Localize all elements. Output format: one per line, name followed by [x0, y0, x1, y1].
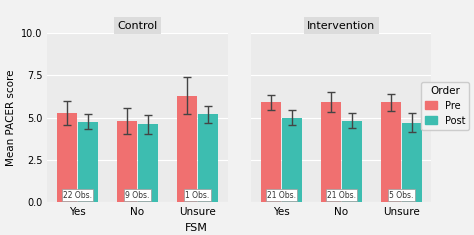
Bar [402, 123, 422, 202]
Legend: Pre, Post: Pre, Post [421, 82, 469, 129]
Bar [138, 124, 158, 202]
Bar [198, 114, 218, 202]
Bar [117, 121, 137, 202]
Y-axis label: Mean PACER score: Mean PACER score [6, 69, 16, 166]
Bar [261, 102, 281, 202]
Text: 21 Obs.: 21 Obs. [267, 191, 296, 200]
Text: 1 Obs.: 1 Obs. [185, 191, 210, 200]
Bar [282, 118, 301, 202]
Bar [177, 95, 197, 202]
Bar [342, 121, 362, 202]
Text: 22 Obs.: 22 Obs. [63, 191, 92, 200]
Text: FSM: FSM [185, 223, 208, 233]
Text: 9 Obs.: 9 Obs. [125, 191, 150, 200]
Text: 5 Obs.: 5 Obs. [389, 191, 413, 200]
Bar [321, 102, 341, 202]
Bar [57, 113, 77, 202]
Text: 21 Obs.: 21 Obs. [327, 191, 356, 200]
Bar [381, 102, 401, 202]
Title: Intervention: Intervention [307, 21, 375, 31]
Title: Control: Control [118, 21, 157, 31]
Bar [78, 122, 98, 202]
